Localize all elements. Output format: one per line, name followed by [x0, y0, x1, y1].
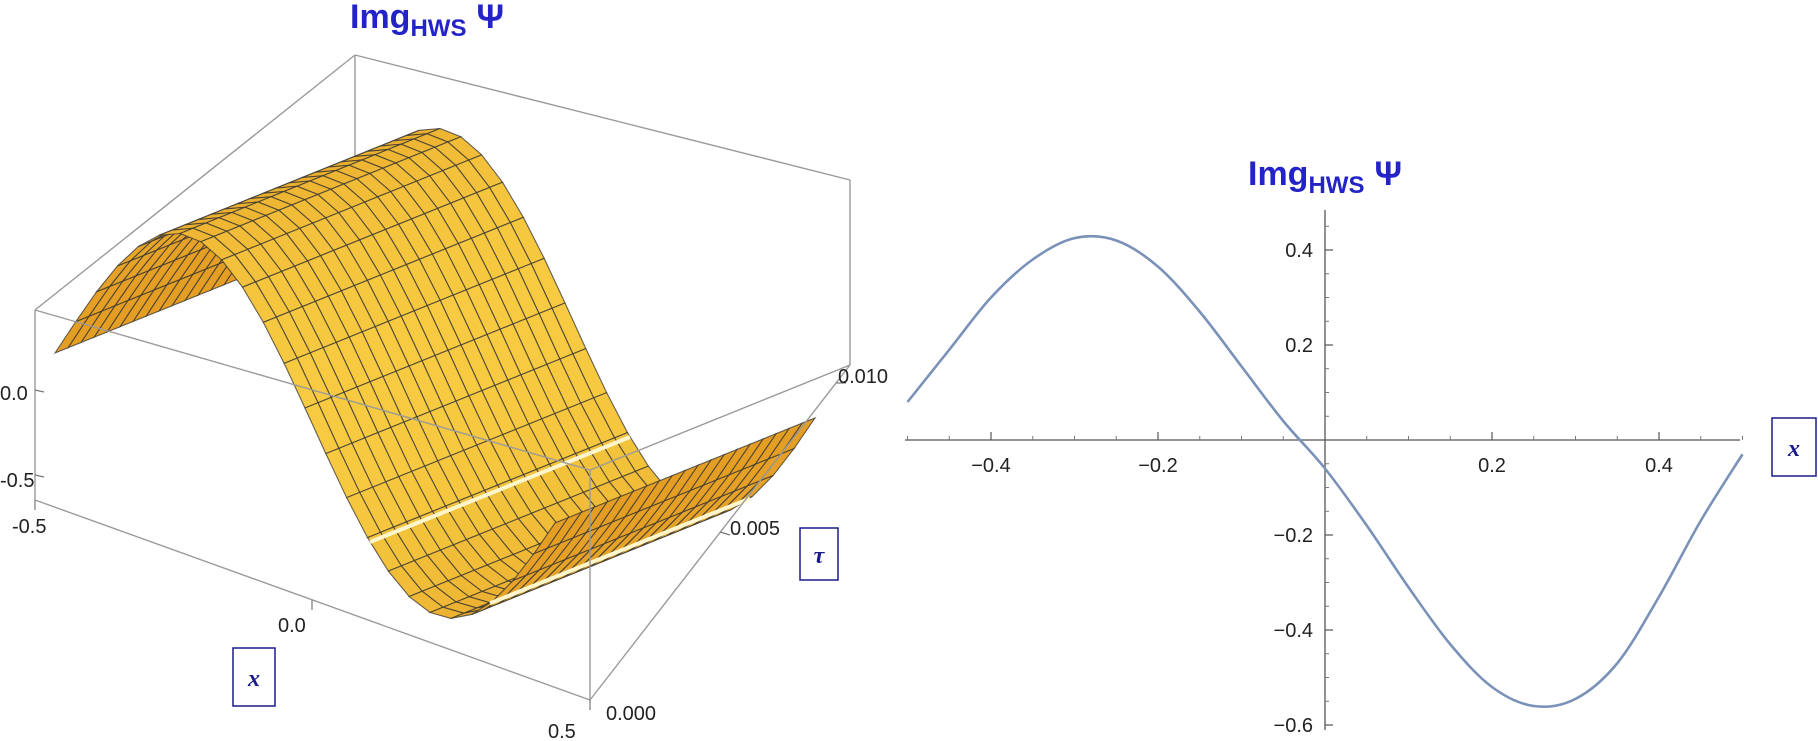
- svg-text:τ: τ: [814, 543, 826, 569]
- x-axis-label: x: [232, 647, 276, 707]
- surface-mesh: [53, 127, 817, 620]
- y-tick-label: −0.4: [1274, 620, 1313, 642]
- surface-patch: [532, 516, 570, 555]
- x-tick-label: 0.5: [548, 721, 576, 741]
- x-tick-label: -0.5: [12, 516, 46, 538]
- surface-plot-title: ImgHWS Ψ: [350, 0, 504, 42]
- y-tick-label: 0.2: [1285, 335, 1313, 357]
- y-tick-label: −0.2: [1274, 525, 1313, 547]
- line-plot: −0.4 −0.2 0.2 0.4 0.4 0.2 −0.2 −0.4 −0.6 x ImgHW…: [905, 155, 1817, 737]
- tau-axis-label: τ: [799, 527, 839, 581]
- x-tick-label: 0.2: [1478, 455, 1506, 477]
- series-line: [906, 234, 1744, 709]
- x-tick-label: −0.4: [971, 455, 1010, 477]
- line-plot-axes: [905, 210, 1740, 730]
- y-tick-label: 0.005: [730, 518, 780, 540]
- y-tick-label: 0.000: [606, 703, 656, 725]
- y-tick-label: −0.6: [1274, 715, 1313, 737]
- line-plot-ticks: −0.4 −0.2 0.2 0.4 0.4 0.2 −0.2 −0.4 −0.6: [907, 225, 1743, 737]
- x-tick-label: 0.0: [278, 615, 306, 637]
- y-tick-label: 0.4: [1285, 240, 1313, 262]
- surface-highlight-line: [369, 435, 631, 544]
- svg-text:x: x: [1787, 436, 1800, 462]
- svg-text:x: x: [247, 666, 260, 692]
- surface-highlight-line: [489, 496, 751, 606]
- line-plot-series: [906, 234, 1744, 709]
- x-tick-label: 0.4: [1645, 455, 1673, 477]
- z-tick-label: 0.0: [0, 383, 28, 405]
- line-plot-title: ImgHWS Ψ: [1248, 155, 1402, 199]
- surface-tick-marks: [34, 382, 846, 710]
- surface-plot: 0.0 -0.5 -0.5 0.0 0.5 0.000 0.005 0.010 …: [0, 0, 888, 741]
- y-tick-label: 0.010: [838, 366, 888, 388]
- x-tick-label: −0.2: [1138, 455, 1177, 477]
- z-tick-label: -0.5: [0, 470, 34, 492]
- line-x-axis-label: x: [1771, 417, 1817, 477]
